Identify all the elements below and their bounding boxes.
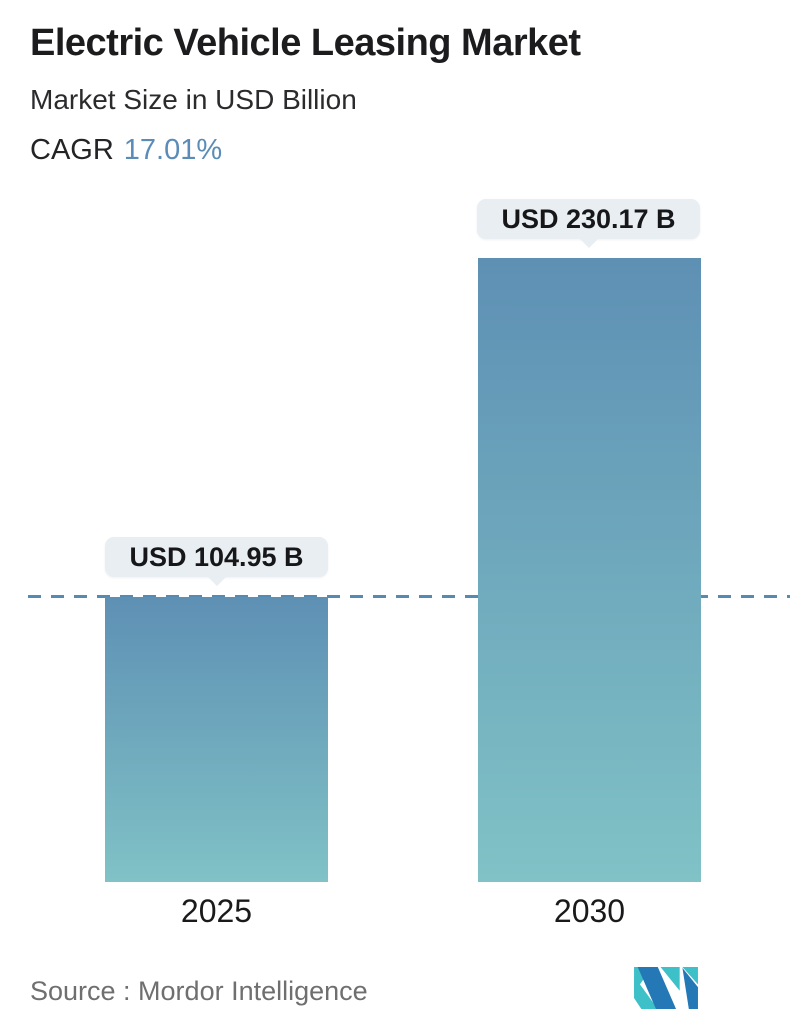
value-callout-2030-label: USD 230.17 B — [501, 203, 676, 234]
source-attribution: Source : Mordor Intelligence — [30, 976, 368, 1006]
mordor-intelligence-logo-icon — [634, 967, 698, 1009]
cagr-row: CAGR 17.01% — [30, 134, 222, 167]
mordor-intelligence-logo — [632, 967, 700, 1009]
x-axis-label-2025: 2025 — [180, 893, 253, 929]
cagr-label: CAGR — [30, 134, 114, 166]
reference-dashed-line — [28, 595, 790, 598]
bar-2025 — [105, 597, 328, 882]
value-callout-2030: USD 230.17 B — [477, 199, 700, 239]
x-axis-label-2030: 2030 — [553, 893, 626, 929]
value-callout-2025: USD 104.95 B — [105, 537, 328, 577]
chart-subtitle: Market Size in USD Billion — [30, 84, 357, 115]
value-callout-2025-label: USD 104.95 B — [129, 541, 304, 572]
chart-title: Electric Vehicle Leasing Market — [30, 22, 581, 64]
cagr-value: 17.01% — [123, 134, 223, 166]
bar-2030 — [478, 258, 701, 882]
